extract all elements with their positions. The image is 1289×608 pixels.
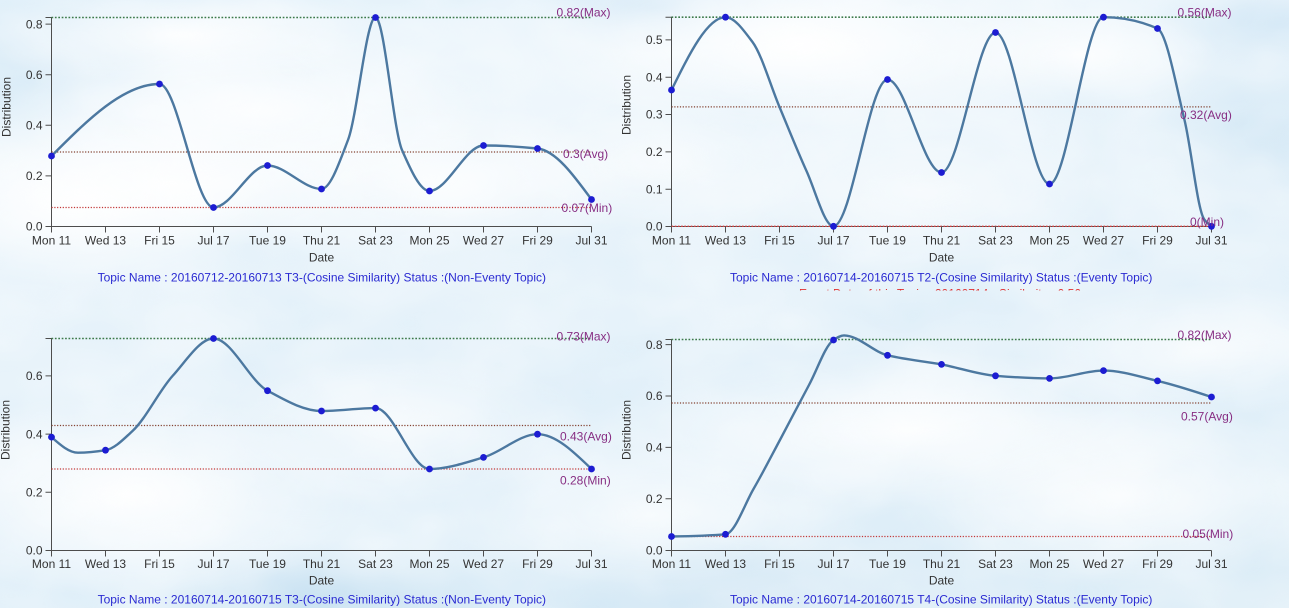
svg-text:Mon 11: Mon 11 [652,557,691,571]
svg-text:Tue 19: Tue 19 [249,234,286,248]
svg-text:Mon 25: Mon 25 [409,234,449,248]
svg-text:Jul 17: Jul 17 [197,234,229,248]
svg-text:0.6: 0.6 [646,389,663,403]
svg-text:0.8: 0.8 [26,17,43,31]
svg-text:Topic Name : 20160714-20160715: Topic Name : 20160714-20160715 T3-(Cosin… [98,593,546,607]
svg-text:Jul 31: Jul 31 [1195,557,1227,571]
svg-text:Topic Name : 20160712-20160713: Topic Name : 20160712-20160713 T3-(Cosin… [98,271,546,285]
svg-text:0.0: 0.0 [26,220,43,234]
svg-text:Fri 29: Fri 29 [522,234,553,248]
svg-text:0.0: 0.0 [646,544,663,558]
svg-text:0.2: 0.2 [646,492,663,506]
svg-text:Date: Date [929,574,955,588]
svg-text:0.3(Avg): 0.3(Avg) [563,147,608,161]
svg-text:Wed 27: Wed 27 [463,234,504,248]
svg-text:Sat 23: Sat 23 [978,234,1013,248]
svg-text:Jul 31: Jul 31 [575,557,607,571]
svg-text:Thu 21: Thu 21 [923,557,961,571]
svg-text:0.4: 0.4 [646,441,663,455]
svg-text:Event Date of this Topic : 201: Event Date of this Topic : 20160714 - Si… [799,286,1081,300]
svg-text:Sat 23: Sat 23 [358,234,393,248]
svg-text:Tue 19: Tue 19 [869,557,906,571]
svg-text:Mon 11: Mon 11 [32,557,71,571]
svg-text:Fri 29: Fri 29 [522,557,553,571]
svg-text:0.3: 0.3 [646,108,663,122]
svg-text:0.07(Min): 0.07(Min) [562,201,613,215]
svg-text:0.5: 0.5 [646,33,663,47]
svg-text:Fri 15: Fri 15 [144,557,175,571]
svg-text:0.2: 0.2 [646,145,663,159]
svg-text:0.6: 0.6 [26,369,43,383]
svg-text:Sat 23: Sat 23 [358,557,393,571]
svg-text:Date: Date [309,574,335,588]
svg-text:Mon 11: Mon 11 [652,234,691,248]
svg-text:Jul 17: Jul 17 [817,234,849,248]
svg-text:Fri 29: Fri 29 [1142,234,1173,248]
svg-text:Wed 13: Wed 13 [85,234,126,248]
svg-text:Fri 15: Fri 15 [764,234,795,248]
svg-text:Fri 15: Fri 15 [764,557,795,571]
svg-text:0.43(Avg): 0.43(Avg) [560,430,612,444]
svg-text:Wed 13: Wed 13 [705,557,746,571]
svg-text:Jul 17: Jul 17 [197,557,229,571]
svg-text:Tue 19: Tue 19 [869,234,906,248]
svg-text:0.8: 0.8 [646,338,663,352]
svg-text:Date: Date [309,251,335,265]
svg-text:0.82(Max): 0.82(Max) [557,6,611,20]
svg-text:Distribution: Distribution [620,400,634,460]
svg-text:Distribution: Distribution [0,77,14,137]
svg-text:0.4: 0.4 [646,70,663,84]
svg-text:Wed 27: Wed 27 [463,557,504,571]
svg-text:Jul 31: Jul 31 [575,234,607,248]
svg-text:Mon 25: Mon 25 [1029,557,1069,571]
svg-text:Date: Date [929,251,955,265]
svg-text:0.82(Max): 0.82(Max) [1178,328,1232,342]
svg-text:0.2: 0.2 [26,169,43,183]
svg-text:Mon 25: Mon 25 [409,557,449,571]
svg-text:Mon 11: Mon 11 [32,234,71,248]
svg-text:Wed 27: Wed 27 [1083,557,1124,571]
svg-text:Wed 27: Wed 27 [1083,234,1124,248]
svg-text:0.56(Max): 0.56(Max) [1178,6,1232,20]
svg-text:Wed 13: Wed 13 [85,557,126,571]
svg-text:0.4: 0.4 [26,119,43,133]
svg-text:0.1: 0.1 [646,182,663,196]
svg-text:Wed 13: Wed 13 [705,234,746,248]
svg-text:Fri 29: Fri 29 [1142,557,1173,571]
svg-text:0.73(Max): 0.73(Max) [557,330,611,344]
svg-text:0.05(Min): 0.05(Min) [1183,527,1234,541]
svg-text:0(Min): 0(Min) [1190,215,1224,229]
svg-text:Topic Name : 20160714-20160715: Topic Name : 20160714-20160715 T4-(Cosin… [730,593,1152,607]
svg-text:0.57(Avg): 0.57(Avg) [1181,410,1233,424]
svg-text:Distribution: Distribution [0,400,13,460]
svg-text:Thu 21: Thu 21 [303,234,341,248]
svg-text:0.32(Avg): 0.32(Avg) [1180,108,1232,122]
svg-text:Sat 23: Sat 23 [978,557,1013,571]
svg-text:Fri 15: Fri 15 [144,234,175,248]
svg-text:0.0: 0.0 [646,220,663,234]
svg-text:0.4: 0.4 [26,427,43,441]
svg-text:Distribution: Distribution [620,75,634,135]
svg-text:0.28(Min): 0.28(Min) [560,474,611,488]
svg-text:0.2: 0.2 [26,486,43,500]
svg-text:0.0: 0.0 [26,544,43,558]
svg-text:Jul 31: Jul 31 [1195,234,1227,248]
svg-text:Topic Name : 20160714-20160715: Topic Name : 20160714-20160715 T2-(Cosin… [730,271,1152,285]
svg-text:Mon 25: Mon 25 [1029,234,1069,248]
svg-text:Tue 19: Tue 19 [249,557,286,571]
svg-text:Jul 17: Jul 17 [817,557,849,571]
svg-text:Thu 21: Thu 21 [303,557,341,571]
svg-text:0.6: 0.6 [26,68,43,82]
svg-text:Thu 21: Thu 21 [923,234,961,248]
